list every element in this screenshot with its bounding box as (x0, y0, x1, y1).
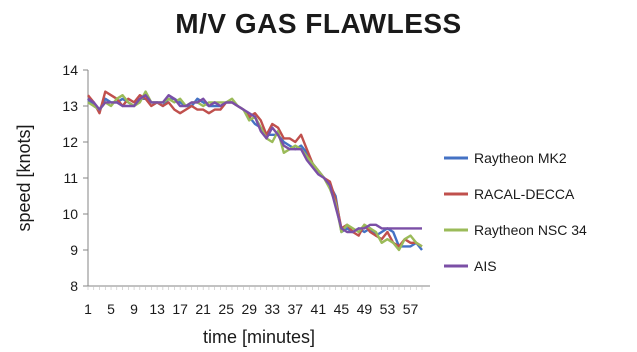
x-tick-label: 33 (264, 301, 280, 317)
x-tick-label: 21 (195, 301, 211, 317)
y-tick-label: 11 (63, 170, 78, 186)
legend-label: Raytheon NSC 34 (474, 222, 587, 238)
x-tick-label: 57 (403, 301, 419, 317)
legend-label: Raytheon MK2 (474, 150, 567, 166)
x-axis-label: time [minutes] (203, 327, 315, 347)
series-lines (87, 90, 423, 252)
series-line-raytheon-nsc-34 (87, 90, 423, 252)
y-axis-label: speed [knots] (14, 124, 34, 231)
x-tick-label: 53 (380, 301, 396, 317)
x-tick-label: 49 (357, 301, 373, 317)
y-tick-label: 9 (70, 242, 78, 258)
x-tick-label: 37 (288, 301, 304, 317)
x-tick-label: 41 (311, 301, 327, 317)
legend-label: RACAL-DECCA (474, 186, 575, 202)
series-line-ais (87, 93, 422, 234)
x-tick-label: 13 (149, 301, 165, 317)
series-line-racal-decca (87, 90, 423, 248)
x-tick-label: 17 (172, 301, 188, 317)
y-tick-label: 10 (62, 206, 78, 222)
x-tick-label: 9 (130, 301, 138, 317)
x-tick-label: 5 (107, 301, 115, 317)
x-tick-label: 29 (241, 301, 257, 317)
legend-label: AIS (474, 258, 497, 274)
y-tick-label: 13 (62, 98, 78, 114)
y-tick-label: 12 (62, 134, 78, 150)
legend: Raytheon MK2 RACAL-DECCA Raytheon NSC 34 AI… (444, 150, 587, 274)
x-tick-label: 45 (334, 301, 350, 317)
chart-title: M/V GAS FLAWLESS (175, 8, 462, 39)
series-line-raytheon-mk2 (87, 97, 423, 251)
x-tick-label: 25 (218, 301, 234, 317)
y-tick-label: 8 (70, 278, 78, 294)
x-ticks: 1 5 9 13 17 21 25 29 33 37 41 45 49 53 57 (84, 286, 423, 317)
x-tick-label: 1 (84, 301, 92, 317)
y-tick-label: 14 (62, 62, 78, 78)
y-ticks: 8 9 10 11 12 13 14 (62, 62, 88, 294)
